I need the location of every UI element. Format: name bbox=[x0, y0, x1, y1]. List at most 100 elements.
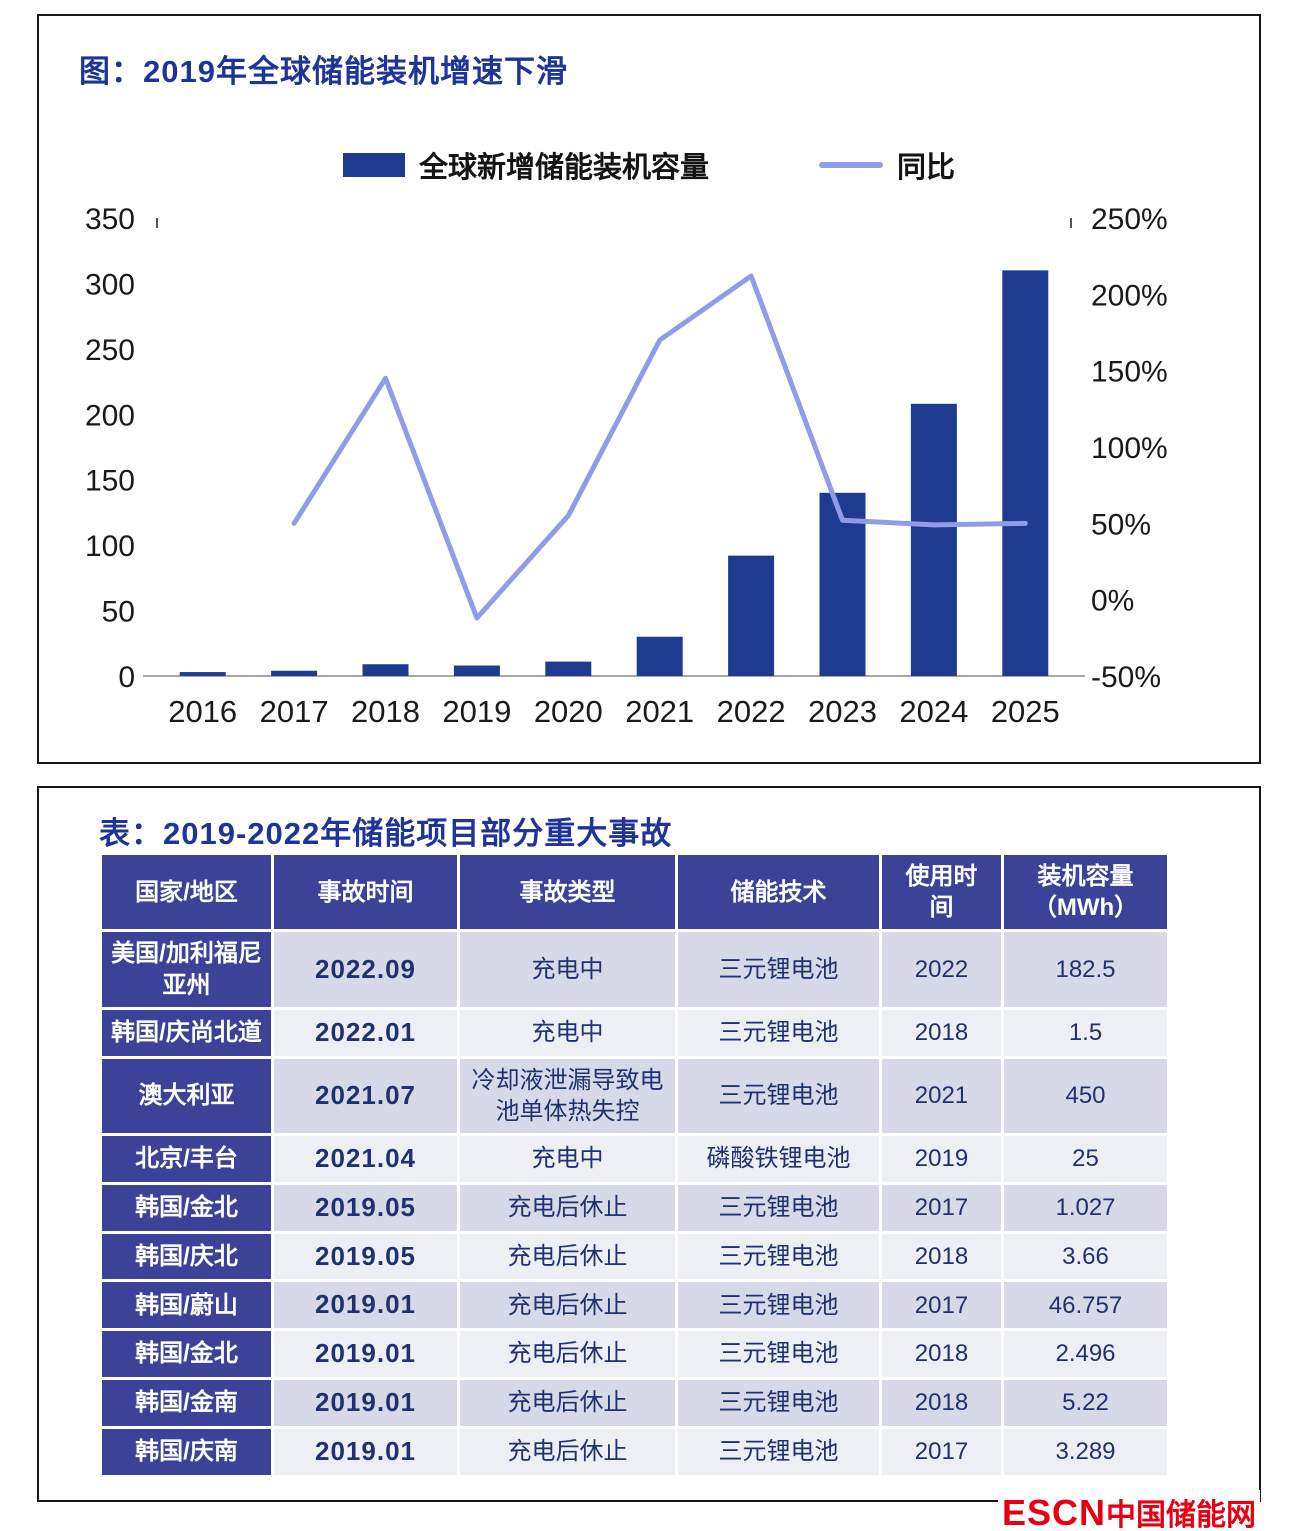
cell-region: 美国/加利福尼亚州 bbox=[99, 929, 274, 1010]
cell-region: 韩国/庆南 bbox=[99, 1425, 274, 1478]
x-axis-label: 2022 bbox=[717, 694, 786, 729]
cell-accident-time: 2019.01 bbox=[271, 1376, 460, 1429]
cell-storage-tech: 三元锂电池 bbox=[675, 1230, 882, 1283]
bar-swatch-icon bbox=[342, 153, 405, 177]
cell-accident-time: 2019.05 bbox=[271, 1181, 460, 1234]
cell-accident-time: 2019.01 bbox=[271, 1328, 460, 1380]
bar-2016 bbox=[179, 672, 226, 676]
bar-2020 bbox=[545, 661, 592, 676]
cell-accident-type: 充电后休止 bbox=[457, 1230, 678, 1283]
chart-legend: 全球新增储能装机容量 同比 bbox=[39, 144, 1259, 186]
cell-capacity: 1.027 bbox=[1001, 1181, 1170, 1234]
cell-region: 韩国/金北 bbox=[99, 1328, 274, 1380]
left-axis-tick-label: 100 bbox=[85, 530, 135, 563]
cell-use-year: 2018 bbox=[879, 1376, 1004, 1429]
cell-region: 澳大利亚 bbox=[99, 1055, 274, 1136]
cell-storage-tech: 三元锂电池 bbox=[675, 1055, 882, 1136]
cell-accident-type: 充电后休止 bbox=[457, 1279, 678, 1332]
bar-2025 bbox=[1002, 270, 1049, 676]
x-axis-label: 2024 bbox=[899, 694, 968, 729]
legend-label-capacity: 全球新增储能装机容量 bbox=[418, 152, 709, 184]
cell-storage-tech: 三元锂电池 bbox=[675, 1006, 882, 1059]
table-panel: 表：2019-2022年储能项目部分重大事故 国家/地区 事故时间 事故类型 储能技术… bbox=[37, 786, 1261, 1502]
table-row: 韩国/庆北 2019.05 充电后休止 三元锂电池 2018 3.66 bbox=[99, 1230, 1170, 1283]
cell-capacity: 2.496 bbox=[1001, 1328, 1170, 1380]
right-axis-tick-label: 100% bbox=[1091, 432, 1168, 465]
escn-logo-en-text: ESCN bbox=[1001, 1492, 1106, 1531]
cell-accident-type: 充电中 bbox=[457, 1006, 678, 1059]
right-axis-tick-label: -50% bbox=[1091, 661, 1161, 694]
table-row: 北京/丰台 2021.04 充电中 磷酸铁锂电池 2019 25 bbox=[99, 1132, 1170, 1185]
cell-accident-type: 充电中 bbox=[457, 1132, 678, 1185]
cell-capacity: 1.5 bbox=[1001, 1006, 1170, 1059]
cell-region: 韩国/蔚山 bbox=[99, 1279, 274, 1332]
x-axis-label: 2019 bbox=[442, 694, 511, 729]
right-axis-tick-label: 250% bbox=[1091, 203, 1168, 236]
cell-region: 韩国/庆北 bbox=[99, 1230, 274, 1283]
table-row: 韩国/蔚山 2019.01 充电后休止 三元锂电池 2017 46.757 bbox=[99, 1279, 1170, 1332]
x-axis-label: 2023 bbox=[808, 694, 877, 729]
cell-use-year: 2017 bbox=[879, 1181, 1004, 1234]
cell-storage-tech: 三元锂电池 bbox=[675, 1376, 882, 1429]
line-swatch-icon bbox=[819, 162, 883, 168]
cell-use-year: 2022 bbox=[879, 929, 1004, 1010]
legend-item-capacity: 全球新增储能装机容量 bbox=[342, 144, 709, 186]
cell-accident-type: 充电中 bbox=[457, 929, 678, 1010]
left-axis-tick-label: 300 bbox=[85, 268, 135, 301]
left-axis-tick-label: 50 bbox=[102, 596, 135, 629]
chart-panel: 图：2019年全球储能装机增速下滑 全球新增储能装机容量 同比 0 50 100 15… bbox=[37, 14, 1261, 764]
cell-use-year: 2018 bbox=[879, 1328, 1004, 1380]
cell-accident-type: 充电后休止 bbox=[457, 1328, 678, 1380]
cell-accident-type: 充电后休止 bbox=[457, 1376, 678, 1429]
cell-accident-time: 2019.01 bbox=[271, 1279, 460, 1332]
column-header: 事故类型 bbox=[457, 851, 678, 933]
cell-region: 韩国/金南 bbox=[99, 1376, 274, 1429]
cell-capacity: 3.289 bbox=[1001, 1425, 1170, 1478]
cell-capacity: 3.66 bbox=[1001, 1230, 1170, 1283]
chart-title: 图：2019年全球储能装机增速下滑 bbox=[79, 54, 568, 89]
cell-storage-tech: 三元锂电池 bbox=[675, 1181, 882, 1234]
table-title: 表：2019-2022年储能项目部分重大事故 bbox=[99, 816, 673, 851]
column-header: 事故时间 bbox=[271, 851, 460, 933]
cell-use-year: 2018 bbox=[879, 1006, 1004, 1059]
cell-capacity: 25 bbox=[1001, 1132, 1170, 1185]
legend-item-yoy: 同比 bbox=[819, 144, 955, 186]
cell-use-year: 2018 bbox=[879, 1230, 1004, 1283]
right-axis-tick-label: 200% bbox=[1091, 279, 1168, 312]
table-header-row: 国家/地区 事故时间 事故类型 储能技术 使用时 间装机容量 （MWh） bbox=[99, 851, 1170, 933]
left-axis-tick-label: 150 bbox=[85, 465, 135, 498]
x-axis-label: 2018 bbox=[351, 694, 420, 729]
cell-use-year: 2017 bbox=[879, 1425, 1004, 1478]
table-row: 韩国/金南 2019.01 充电后休止 三元锂电池 2018 5.22 bbox=[99, 1376, 1170, 1429]
column-header: 装机容量 （MWh） bbox=[1001, 851, 1170, 933]
escn-logo: ESCN中国储能网 bbox=[997, 1490, 1260, 1531]
accident-table: 国家/地区 事故时间 事故类型 储能技术 使用时 间装机容量 （MWh） 美国/加利福尼… bbox=[99, 851, 1170, 1478]
cell-accident-time: 2019.01 bbox=[271, 1425, 460, 1478]
bar-2017 bbox=[271, 670, 318, 676]
cell-accident-type: 充电后休止 bbox=[457, 1181, 678, 1234]
cell-accident-time: 2021.07 bbox=[271, 1055, 460, 1136]
right-axis-tick-label: 0% bbox=[1091, 585, 1134, 618]
bar-2018 bbox=[362, 664, 409, 676]
cell-use-year: 2021 bbox=[879, 1055, 1004, 1136]
cell-capacity: 46.757 bbox=[1001, 1279, 1170, 1332]
cell-use-year: 2019 bbox=[879, 1132, 1004, 1185]
cell-accident-type: 充电后休止 bbox=[457, 1425, 678, 1478]
cell-capacity: 450 bbox=[1001, 1055, 1170, 1136]
legend-label-yoy: 同比 bbox=[897, 152, 956, 184]
cell-region: 北京/丰台 bbox=[99, 1132, 274, 1185]
table-row: 美国/加利福尼亚州 2022.09 充电中 三元锂电池 2022 182.5 bbox=[99, 929, 1170, 1010]
left-axis-tick-label: 200 bbox=[85, 399, 135, 432]
combo-chart: 0 50 100 150 200 250 300 350 -50% 0% 50% 100% 150% 20… bbox=[85, 203, 1168, 729]
cell-storage-tech: 三元锂电池 bbox=[675, 1328, 882, 1380]
cell-storage-tech: 磷酸铁锂电池 bbox=[675, 1132, 882, 1185]
cell-storage-tech: 三元锂电池 bbox=[675, 929, 882, 1010]
table-row: 韩国/金北 2019.01 充电后休止 三元锂电池 2018 2.496 bbox=[99, 1328, 1170, 1380]
cell-region: 韩国/金北 bbox=[99, 1181, 274, 1234]
cell-accident-time: 2022.09 bbox=[271, 929, 460, 1010]
cell-accident-time: 2019.05 bbox=[271, 1230, 460, 1283]
bar-2021 bbox=[636, 636, 683, 676]
cell-use-year: 2017 bbox=[879, 1279, 1004, 1332]
column-header: 使用时 间 bbox=[879, 851, 1004, 933]
cell-region: 韩国/庆尚北道 bbox=[99, 1006, 274, 1059]
